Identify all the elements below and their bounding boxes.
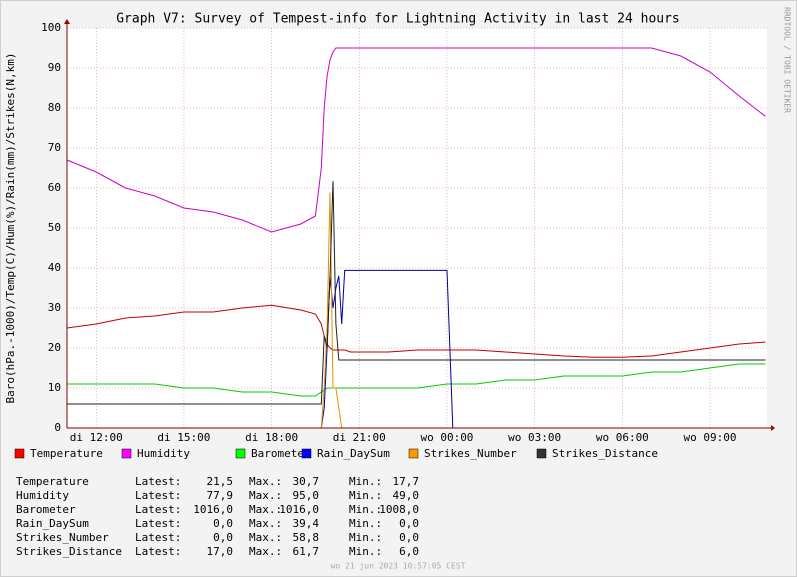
stats-name: Temperature — [16, 475, 89, 488]
stats-label: Max.: — [249, 489, 282, 502]
x-tick-label: wo 09:00 — [684, 431, 737, 444]
stats-label: Min.: — [349, 503, 382, 516]
stats-label: Min.: — [349, 475, 382, 488]
stats-value: 0,0 — [399, 517, 419, 530]
grid: 0 10 20 30 40 50 60 70 80 90 100 di 12:00 di 15:00 di… — [41, 21, 767, 444]
x-tick-label: di 12:00 — [70, 431, 123, 444]
y-tick-label: 0 — [54, 421, 61, 434]
legend-swatch — [301, 448, 312, 459]
y-tick-label: 10 — [48, 381, 61, 394]
y-tick-label: 90 — [48, 61, 61, 74]
stats-value: 0,0 — [213, 531, 233, 544]
stats-label: Max.: — [249, 517, 282, 530]
stats-name: Humidity — [16, 489, 69, 502]
stats-value: 49,0 — [393, 489, 420, 502]
stats-label: Min.: — [349, 545, 382, 558]
x-tick-label: di 18:00 — [245, 431, 298, 444]
stats-value: 17,0 — [207, 545, 234, 558]
stats-label: Latest: — [135, 545, 181, 558]
legend: Temperature Humidity Barometer Rain_DaySum S… — [14, 447, 658, 460]
legend-swatch — [408, 448, 419, 459]
stats-value: 21,5 — [207, 475, 234, 488]
stats-value: 0,0 — [213, 517, 233, 530]
legend-swatch — [235, 448, 246, 459]
chart-title: Graph V7: Survey of Tempest-info for Lig… — [116, 12, 680, 27]
stats-value: 30,7 — [293, 475, 320, 488]
y-arrow — [64, 19, 70, 24]
y-tick-label: 30 — [48, 301, 61, 314]
y-tick-label: 80 — [48, 101, 61, 114]
stats-label: Max.: — [249, 503, 282, 516]
y-axis-label: Baro(hPa.-1000)/Temp(C)/Hum(%)/Rain(mm)/… — [4, 53, 17, 404]
legend-label: Rain_DaySum — [317, 447, 390, 460]
y-tick-label: 100 — [41, 21, 61, 34]
x-tick-label: wo 00:00 — [420, 431, 473, 444]
series-line — [66, 304, 766, 358]
x-tick-label: di 21:00 — [333, 431, 386, 444]
y-tick-label: 60 — [48, 181, 61, 194]
stats-label: Max.: — [249, 475, 282, 488]
legend-swatch — [536, 448, 547, 459]
stats-value: 1016,0 — [279, 503, 319, 516]
series-line — [67, 181, 766, 405]
y-tick-label: 70 — [48, 141, 61, 154]
legend-label: Strikes_Distance — [552, 447, 658, 460]
legend-label: Humidity — [137, 447, 190, 460]
side-label: RRDTOOL / TOBI OETIKER — [783, 7, 792, 113]
stats-label: Min.: — [349, 517, 382, 530]
stats-value: 1016,0 — [193, 503, 233, 516]
stats-value: 95,0 — [293, 489, 320, 502]
stats-value: 61,7 — [293, 545, 320, 558]
x-tick-label: wo 03:00 — [508, 431, 561, 444]
x-tick-label: wo 06:00 — [596, 431, 649, 444]
stats-value: 77,9 — [207, 489, 234, 502]
stats-value: 0,0 — [399, 531, 419, 544]
y-tick-label: 50 — [48, 221, 61, 234]
stats-label: Max.: — [249, 545, 282, 558]
stats-value: 6,0 — [399, 545, 419, 558]
series-line — [67, 363, 766, 397]
stats-label: Latest: — [135, 489, 181, 502]
stats-name: Strikes_Number — [16, 531, 109, 544]
stats-label: Min.: — [349, 531, 382, 544]
y-tick-label: 40 — [48, 261, 61, 274]
stats-table: Temperature Latest: 21,5 Max.: 30,7 Min.: 17,7… — [16, 475, 419, 558]
stats-label: Latest: — [135, 517, 181, 530]
stats-value: 1008,0 — [379, 503, 419, 516]
stats-label: Latest: — [135, 503, 181, 516]
stats-name: Rain_DaySum — [16, 517, 89, 530]
legend-swatch — [14, 448, 25, 459]
stats-value: 17,7 — [393, 475, 420, 488]
stats-value: 39,4 — [293, 517, 320, 530]
stats-label: Max.: — [249, 531, 282, 544]
stats-value: 58,8 — [293, 531, 320, 544]
x-tick-label: di 15:00 — [157, 431, 210, 444]
legend-label: Strikes_Number — [424, 447, 517, 460]
legend-swatch — [121, 448, 132, 459]
stats-label: Min.: — [349, 489, 382, 502]
x-arrow — [771, 425, 775, 431]
y-tick-label: 20 — [48, 341, 61, 354]
legend-label: Barometer — [251, 447, 311, 460]
series-line — [66, 47, 766, 233]
stats-label: Latest: — [135, 531, 181, 544]
stats-name: Barometer — [16, 503, 76, 516]
legend-label: Temperature — [30, 447, 103, 460]
stats-name: Strikes_Distance — [16, 545, 122, 558]
footer: wo 21 jun 2023 10:57:05 CEST — [331, 562, 466, 571]
stats-label: Latest: — [135, 475, 181, 488]
